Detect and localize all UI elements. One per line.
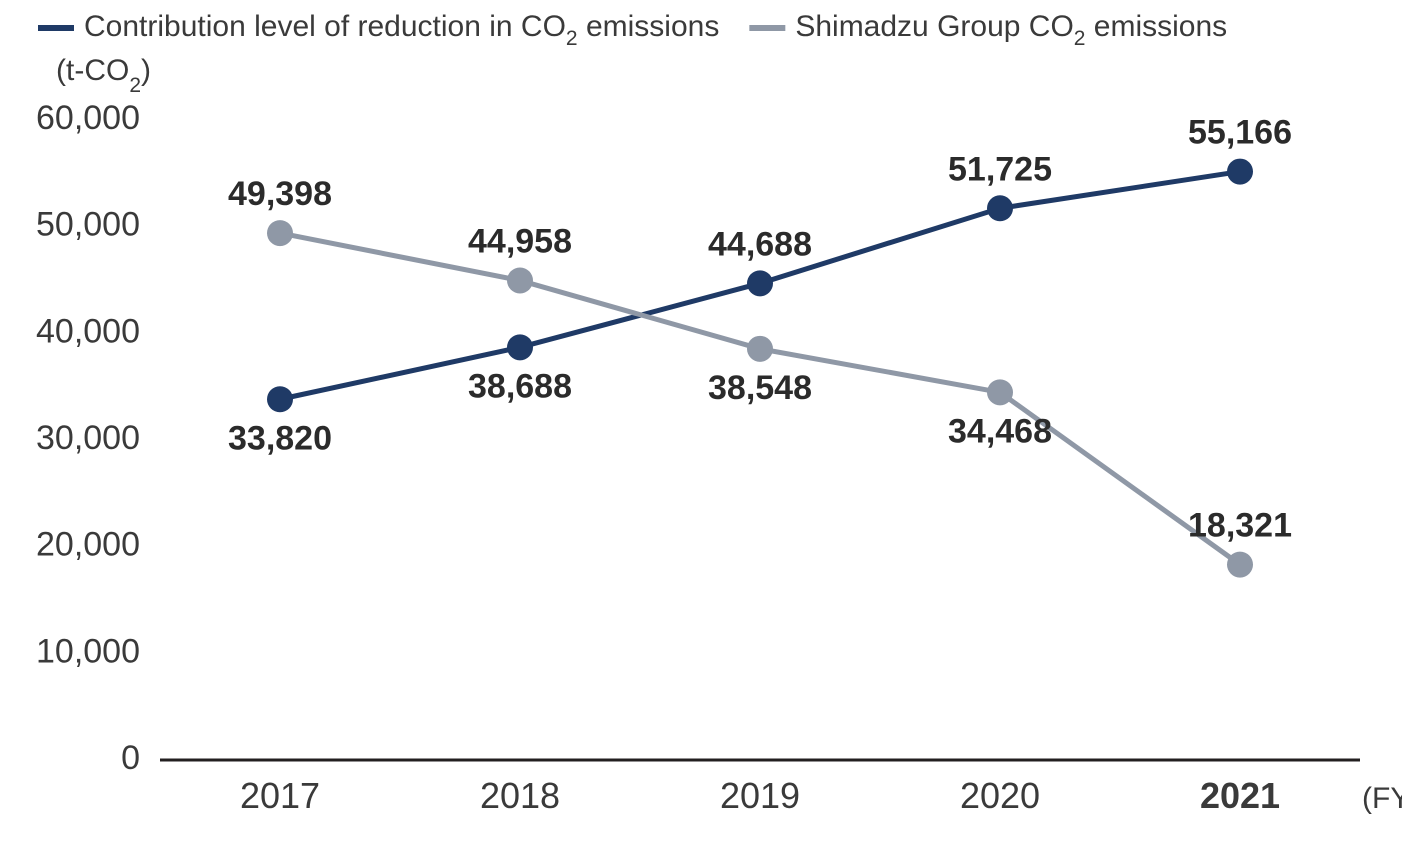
series-marker-group [987,379,1013,405]
y-tick-label: 40,000 [36,312,140,350]
y-axis-unit: (t-CO2) [56,54,151,97]
series-marker-group [747,336,773,362]
series-marker-group [267,220,293,246]
y-tick-label: 50,000 [36,206,140,244]
x-tick-label: 2019 [720,775,800,816]
data-label-group: 44,958 [468,222,572,260]
data-label-contribution: 44,688 [708,225,812,263]
y-tick-label: 30,000 [36,419,140,457]
y-tick-label: 10,000 [36,632,140,670]
x-axis-unit: (FY) [1362,782,1402,815]
y-tick-label: 60,000 [36,99,140,137]
co2-emissions-chart: Contribution level of reduction in CO2 e… [0,0,1402,848]
x-tick-label: 2018 [480,775,560,816]
series-marker-contribution [507,334,533,360]
series-marker-group [1227,552,1253,578]
data-label-group: 18,321 [1188,507,1292,545]
chart-svg: Contribution level of reduction in CO2 e… [0,0,1402,848]
data-label-group: 34,468 [948,412,1052,450]
data-label-group: 38,548 [708,369,812,407]
series-marker-contribution [1227,159,1253,185]
data-label-group: 49,398 [228,175,332,213]
y-tick-label: 0 [121,739,140,777]
data-label-contribution: 33,820 [228,419,332,457]
data-label-contribution: 38,688 [468,367,572,405]
x-tick-label: 2017 [240,775,320,816]
y-tick-label: 20,000 [36,526,140,564]
series-marker-group [507,267,533,293]
data-label-contribution: 51,725 [948,150,1052,188]
legend-label-group: Shimadzu Group CO2 emissions [795,10,1227,50]
series-marker-contribution [267,386,293,412]
series-marker-contribution [747,270,773,296]
x-tick-label: 2021 [1200,775,1280,816]
series-marker-contribution [987,195,1013,221]
legend-label-contribution: Contribution level of reduction in CO2 e… [84,10,719,50]
data-label-contribution: 55,166 [1188,114,1292,152]
x-tick-label: 2020 [960,775,1040,816]
